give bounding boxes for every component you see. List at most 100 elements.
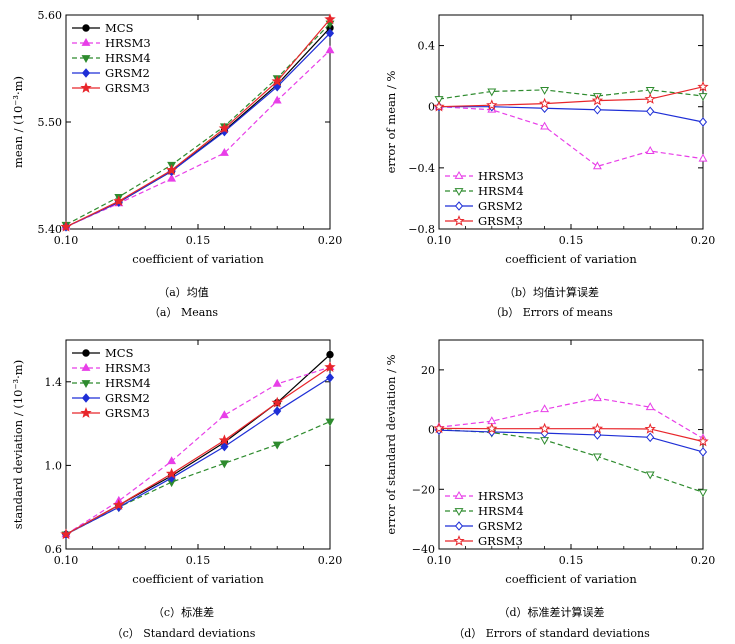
legend-marker xyxy=(82,349,90,357)
data-point xyxy=(433,422,445,434)
series-line xyxy=(65,23,331,226)
series-line xyxy=(438,427,704,443)
data-point xyxy=(592,161,602,170)
data-point xyxy=(219,410,229,419)
legend-marker xyxy=(454,490,464,499)
chart-panel-2: 0.10 0.15 0.20 −0.8 −0.4 0 0.4 coefficient of v… xyxy=(384,14,715,266)
data-point xyxy=(219,460,229,469)
legend-label: MCS xyxy=(105,346,134,360)
series-hrsm4 xyxy=(434,87,708,105)
x-tick-label: 0.15 xyxy=(559,234,584,247)
x-tick-label: 0.15 xyxy=(186,554,211,567)
x-tick-label: 0.20 xyxy=(318,234,343,247)
series-grsm3 xyxy=(60,361,336,540)
legend-marker xyxy=(81,362,91,371)
legend-label: GRSM3 xyxy=(105,81,150,95)
caption-c-en: （c） Standard deviations xyxy=(111,627,256,640)
legend-label: HRSM4 xyxy=(105,51,151,65)
chart-panel-4: 0.10 0.15 0.20 −40 −20 0 20 coefficient of vari… xyxy=(384,339,716,586)
data-point xyxy=(592,453,602,462)
legend-marker xyxy=(81,68,91,78)
x-axis-label: coefficient of variation xyxy=(132,572,264,586)
data-point xyxy=(272,441,282,450)
data-point xyxy=(591,422,604,434)
series-line xyxy=(65,366,331,535)
data-point xyxy=(324,13,336,25)
legend-label: GRSM2 xyxy=(105,391,150,405)
series-line xyxy=(65,377,331,535)
series-line xyxy=(438,106,704,167)
data-point xyxy=(272,95,282,104)
legend-marker xyxy=(80,407,92,418)
data-point xyxy=(218,122,231,134)
caption-b-en: （b） Errors of means xyxy=(490,306,613,319)
data-point xyxy=(646,106,655,117)
legend-label: HRSM3 xyxy=(105,361,151,375)
data-point xyxy=(60,528,72,540)
data-point xyxy=(165,164,178,175)
data-point xyxy=(593,104,602,115)
y-tick-label: −0.4 xyxy=(408,162,435,175)
series-hrsm3 xyxy=(61,45,335,230)
data-point xyxy=(167,173,177,182)
data-point xyxy=(326,350,334,359)
legend-label: GRSM3 xyxy=(105,406,150,420)
series-hrsm3 xyxy=(434,101,708,170)
y-axis-label: standard deviation / (10⁻³·m) xyxy=(11,360,25,529)
data-point xyxy=(540,404,550,413)
y-tick-label: 5.60 xyxy=(38,9,63,22)
legend-label: GRSM2 xyxy=(105,66,150,80)
data-point xyxy=(272,378,282,387)
y-axis-label: error of mean / % xyxy=(384,71,398,174)
data-point xyxy=(60,220,72,232)
series-line xyxy=(65,366,331,535)
data-point xyxy=(167,456,177,465)
x-axis-label: coefficient of variation xyxy=(505,572,637,586)
y-tick-label: 0.6 xyxy=(45,543,63,556)
legend-label: MCS xyxy=(105,21,134,35)
data-point xyxy=(324,361,336,372)
data-point xyxy=(271,75,283,87)
caption-a-en: （a） Means xyxy=(148,306,219,319)
y-tick-label: −0.8 xyxy=(408,223,435,236)
x-tick-label: 0.15 xyxy=(186,234,211,247)
data-point xyxy=(697,435,709,447)
legend-marker xyxy=(454,201,464,211)
legend-label: GRSM3 xyxy=(478,534,523,548)
series-hrsm3 xyxy=(434,393,708,442)
series-grsm2 xyxy=(434,425,708,457)
series-line xyxy=(438,397,704,440)
y-tick-label: 0.4 xyxy=(418,40,436,53)
data-point xyxy=(698,489,708,498)
data-point xyxy=(645,471,655,480)
data-point xyxy=(698,447,708,457)
y-tick-label: −20 xyxy=(412,483,435,496)
y-tick-label: 0 xyxy=(428,101,435,114)
legend-label: HRSM4 xyxy=(105,376,151,390)
data-point xyxy=(645,146,655,154)
legend-marker xyxy=(81,37,91,46)
data-point xyxy=(697,80,709,92)
data-point xyxy=(538,97,551,109)
y-axis-label: mean / (10⁻³·m) xyxy=(11,76,25,168)
legend-label: GRSM2 xyxy=(478,519,523,533)
data-point xyxy=(434,96,444,105)
legend-marker xyxy=(454,508,464,517)
caption-b-cn: （b）均值计算误差 xyxy=(503,286,600,299)
x-tick-label: 0.10 xyxy=(54,234,79,247)
data-point xyxy=(325,28,335,38)
data-point xyxy=(645,87,655,95)
x-tick-label: 0.20 xyxy=(691,554,716,567)
y-tick-label: 0 xyxy=(428,424,435,437)
data-point xyxy=(646,432,655,443)
data-point xyxy=(644,93,656,104)
x-tick-label: 0.10 xyxy=(54,554,79,567)
legend-marker xyxy=(453,535,465,546)
data-point xyxy=(325,45,335,54)
legend-label: GRSM2 xyxy=(478,199,523,213)
chart-panel-3: 0.10 0.15 0.20 0.6 1.0 1.4 coefficient of vari… xyxy=(11,339,342,586)
